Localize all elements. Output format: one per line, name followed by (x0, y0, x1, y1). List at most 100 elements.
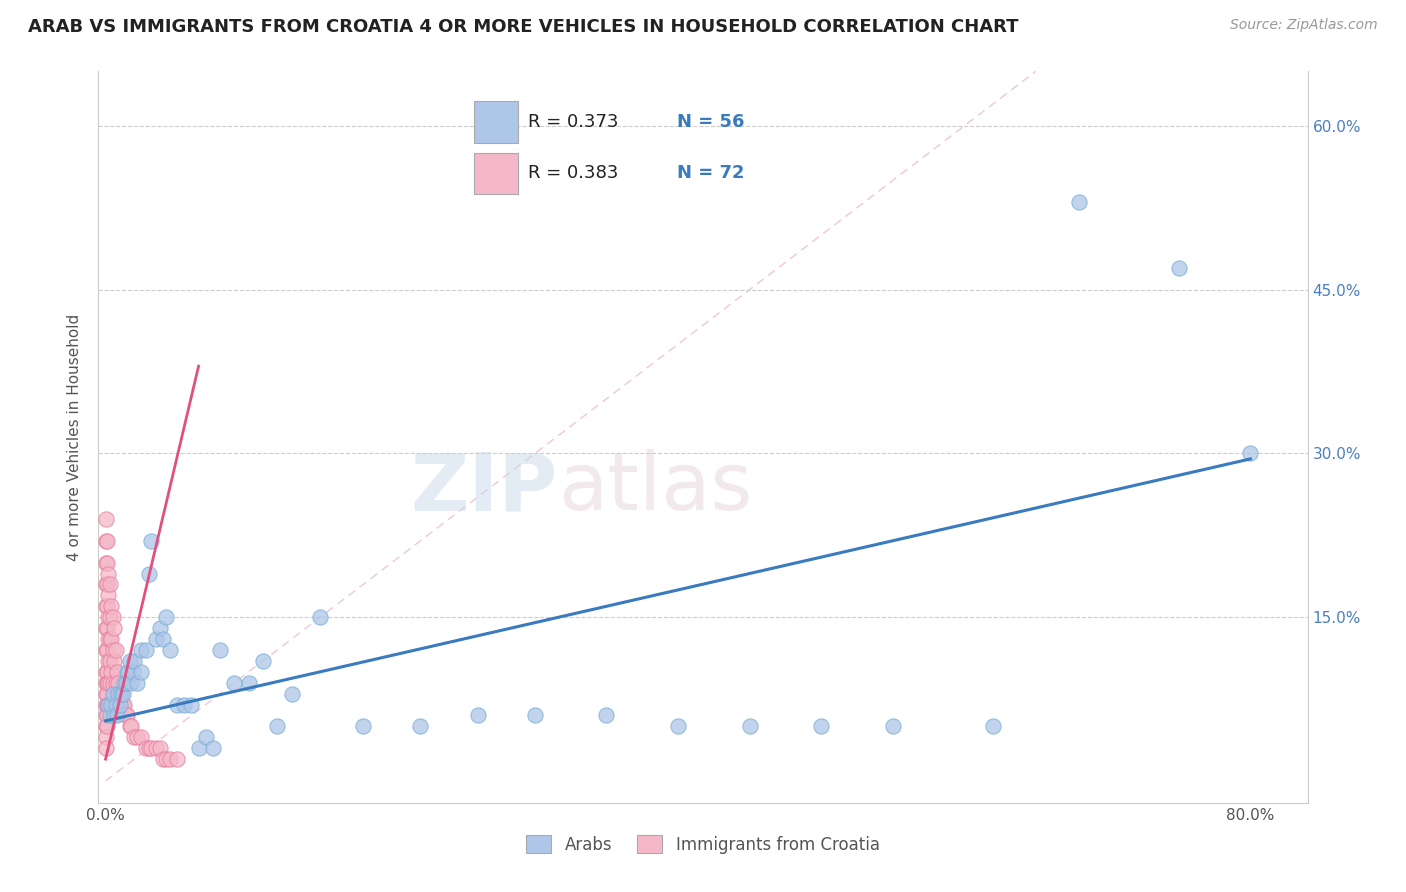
Point (110, 687, 132, 701)
Point (96, 708, 118, 723)
Point (280, 687, 302, 701)
Point (94, 556, 117, 570)
Point (94, 741, 117, 756)
Point (238, 675, 260, 690)
Point (100, 599, 122, 614)
Point (266, 719, 288, 733)
Point (409, 719, 432, 733)
Text: ZIP: ZIP (411, 450, 558, 527)
Point (103, 621, 125, 635)
Point (98, 610, 121, 624)
Point (224, 675, 246, 690)
Point (96, 698, 118, 712)
Point (94, 675, 117, 690)
Point (100, 632, 122, 646)
Point (96, 719, 118, 733)
Point (96, 599, 118, 614)
Point (125, 731, 148, 745)
Point (125, 675, 148, 690)
Point (152, 632, 174, 646)
Point (1167, 260, 1189, 275)
Point (1239, 446, 1261, 460)
Point (101, 675, 124, 690)
Point (98, 675, 121, 690)
Point (107, 675, 129, 690)
Point (112, 698, 135, 712)
Point (1067, 195, 1090, 210)
Point (159, 752, 181, 766)
Point (201, 741, 224, 756)
Point (166, 698, 188, 712)
Point (94, 665, 117, 679)
Point (523, 708, 546, 723)
Point (98, 708, 121, 723)
Point (100, 698, 122, 712)
Point (138, 741, 160, 756)
Point (97, 610, 120, 624)
Point (149, 621, 172, 635)
Text: ARAB VS IMMIGRANTS FROM CROATIA 4 OR MORE VEHICLES IN HOUSEHOLD CORRELATION CHAR: ARAB VS IMMIGRANTS FROM CROATIA 4 OR MOR… (28, 18, 1018, 36)
Point (103, 654, 125, 668)
Point (121, 665, 143, 679)
Point (96, 665, 118, 679)
Point (96, 556, 118, 570)
Point (111, 698, 134, 712)
Point (118, 654, 141, 668)
Point (115, 665, 138, 679)
Text: atlas: atlas (558, 450, 752, 527)
Point (180, 698, 202, 712)
Y-axis label: 4 or more Vehicles in Household: 4 or more Vehicles in Household (67, 313, 83, 561)
Point (97, 632, 120, 646)
Point (100, 665, 122, 679)
Point (96, 621, 118, 635)
Point (131, 643, 153, 657)
Point (187, 741, 209, 756)
Point (114, 675, 136, 690)
Point (141, 533, 163, 548)
Point (135, 741, 157, 756)
Point (467, 708, 489, 723)
Text: Source: ZipAtlas.com: Source: ZipAtlas.com (1230, 18, 1378, 32)
Point (152, 752, 174, 766)
Point (110, 687, 132, 701)
Point (145, 741, 167, 756)
Point (104, 675, 127, 690)
Point (94, 708, 117, 723)
Point (97, 698, 120, 712)
Legend: Arabs, Immigrants from Croatia: Arabs, Immigrants from Croatia (520, 829, 886, 860)
Point (114, 708, 136, 723)
Point (107, 687, 129, 701)
Point (98, 698, 121, 712)
Point (108, 698, 131, 712)
Point (810, 719, 832, 733)
Point (111, 687, 134, 701)
Point (112, 675, 135, 690)
Point (120, 719, 142, 733)
Point (97, 675, 120, 690)
Point (98, 632, 121, 646)
Point (101, 643, 124, 657)
Point (352, 719, 374, 733)
Point (666, 719, 689, 733)
Point (97, 698, 120, 712)
Point (97, 588, 120, 602)
Point (96, 687, 118, 701)
Point (94, 698, 117, 712)
Point (166, 752, 188, 766)
Point (94, 512, 117, 526)
Point (96, 675, 118, 690)
Point (882, 719, 904, 733)
Point (94, 643, 117, 657)
Point (131, 665, 153, 679)
Point (103, 708, 125, 723)
Point (101, 687, 124, 701)
Point (94, 599, 117, 614)
Point (101, 610, 124, 624)
Point (122, 654, 145, 668)
Point (135, 643, 157, 657)
Point (96, 533, 118, 548)
Point (96, 577, 118, 591)
Point (105, 665, 128, 679)
Point (149, 741, 172, 756)
Point (96, 643, 118, 657)
